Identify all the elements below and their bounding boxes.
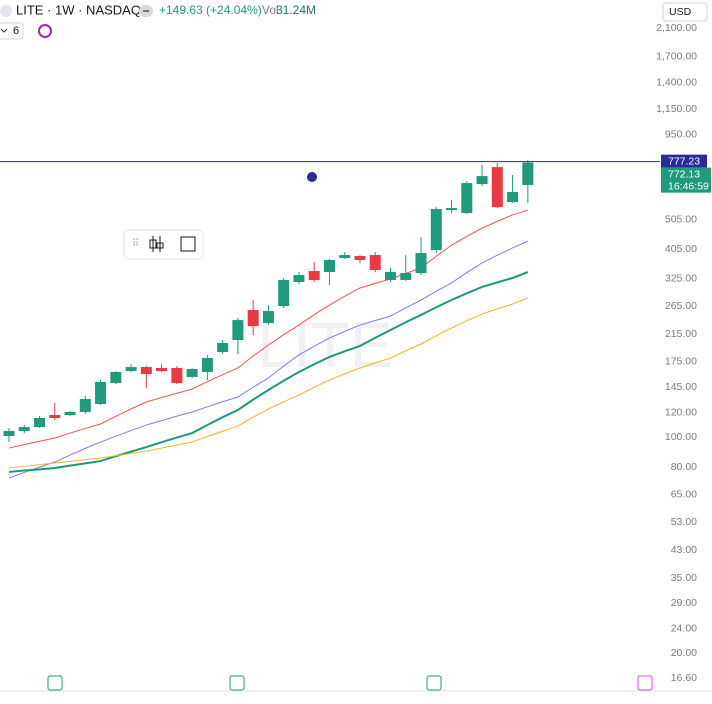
candle-body xyxy=(369,255,381,271)
drag-handle[interactable]: ⠿ xyxy=(132,239,139,250)
candle-body xyxy=(507,192,519,202)
candle-body xyxy=(140,367,152,375)
y-tick-label: 120.00 xyxy=(665,406,697,418)
alert-icon[interactable] xyxy=(307,172,317,182)
currency-button[interactable] xyxy=(662,2,708,22)
y-tick-label: 1,700.00 xyxy=(656,50,697,62)
logo xyxy=(0,5,12,17)
candle-body xyxy=(156,367,168,372)
candle-body xyxy=(293,275,305,283)
y-tick-label: 29.00 xyxy=(671,597,697,609)
price-line-label: 777.23 xyxy=(668,155,700,167)
candle-body xyxy=(171,367,183,384)
candle-body xyxy=(79,399,91,412)
candle-body xyxy=(491,167,503,208)
y-tick-label: 215.00 xyxy=(665,328,697,340)
currency: USD xyxy=(669,6,692,18)
y-tick-label: 1,150.00 xyxy=(656,103,697,115)
moving-average xyxy=(8,271,529,473)
candle-body xyxy=(262,311,274,324)
candle-body xyxy=(34,418,46,428)
y-tick-label: 20.00 xyxy=(671,647,697,659)
moving-average xyxy=(8,297,529,469)
chevron xyxy=(0,28,8,33)
candle-body xyxy=(385,272,396,281)
earnings-marker[interactable] xyxy=(229,675,245,691)
volume: 31.24M xyxy=(276,3,316,17)
moving-average xyxy=(8,240,529,479)
candle-body xyxy=(95,382,107,404)
y-tick-label: 80.00 xyxy=(671,461,697,473)
y-tick-label: 24.00 xyxy=(671,622,697,634)
candle-body xyxy=(18,427,30,431)
y-tick-label: 65.00 xyxy=(671,489,697,501)
earnings-marker[interactable] xyxy=(637,675,653,691)
price-line-label-bg xyxy=(661,154,707,168)
countdown: 16:46:59 xyxy=(668,180,709,192)
y-tick-label: 35.00 xyxy=(671,572,697,584)
indicator-toggle[interactable] xyxy=(0,22,24,40)
plot xyxy=(3,159,534,479)
y-tick-label: 16.60 xyxy=(671,672,697,684)
last-price-label: 772.13 xyxy=(668,168,700,180)
candle-body xyxy=(323,260,335,273)
indicator-count: 6 xyxy=(13,25,19,37)
price-change: +149.63 (+24.04%) xyxy=(159,3,262,17)
y-tick-label: 145.00 xyxy=(665,381,697,393)
candle-body xyxy=(522,162,534,185)
candle-body xyxy=(461,183,473,214)
y-tick-label: 43.00 xyxy=(671,544,697,556)
symbol: LITE · 1W · NASDAQ xyxy=(16,2,141,17)
y-tick-label: 325.00 xyxy=(665,273,697,285)
candle-body xyxy=(3,430,15,437)
y-tick-label: 175.00 xyxy=(665,356,697,368)
y-tick-label: 405.00 xyxy=(665,243,697,255)
candle-body xyxy=(308,271,320,281)
candle-tool[interactable] xyxy=(149,236,164,252)
y-tick-label: 100.00 xyxy=(665,431,697,443)
candle-body xyxy=(64,411,76,416)
volume-label: Vol xyxy=(262,3,279,17)
candle-body xyxy=(125,367,137,372)
moving-average xyxy=(8,209,528,449)
candle-body xyxy=(247,309,259,327)
sync-icon[interactable] xyxy=(38,24,52,38)
last-price-label-bg xyxy=(661,167,711,193)
y-tick-label: 265.00 xyxy=(665,300,697,312)
candle-body xyxy=(476,176,488,185)
candle-body xyxy=(446,208,458,211)
candle-body xyxy=(217,342,229,353)
candle-body xyxy=(339,255,351,259)
y-tick-label: 950.00 xyxy=(665,128,697,140)
candle-body xyxy=(186,369,198,377)
y-tick-label: 53.00 xyxy=(671,516,697,528)
y-tick-label: 505.00 xyxy=(665,213,697,225)
candle-body xyxy=(354,256,366,261)
candle-body xyxy=(278,280,290,307)
candle-body xyxy=(110,371,122,384)
earnings-marker[interactable] xyxy=(47,675,63,691)
candle-body xyxy=(430,208,442,251)
candle-body xyxy=(232,320,244,341)
candle-body xyxy=(400,273,412,281)
candle-body xyxy=(49,415,61,419)
y-tick-label: 1,400.00 xyxy=(656,76,697,88)
y-tick-label: 2,100.00 xyxy=(656,22,697,34)
rect-tool[interactable] xyxy=(180,236,196,252)
candle-body xyxy=(201,358,213,372)
earnings-marker[interactable] xyxy=(426,675,442,691)
candle-body xyxy=(415,253,427,274)
